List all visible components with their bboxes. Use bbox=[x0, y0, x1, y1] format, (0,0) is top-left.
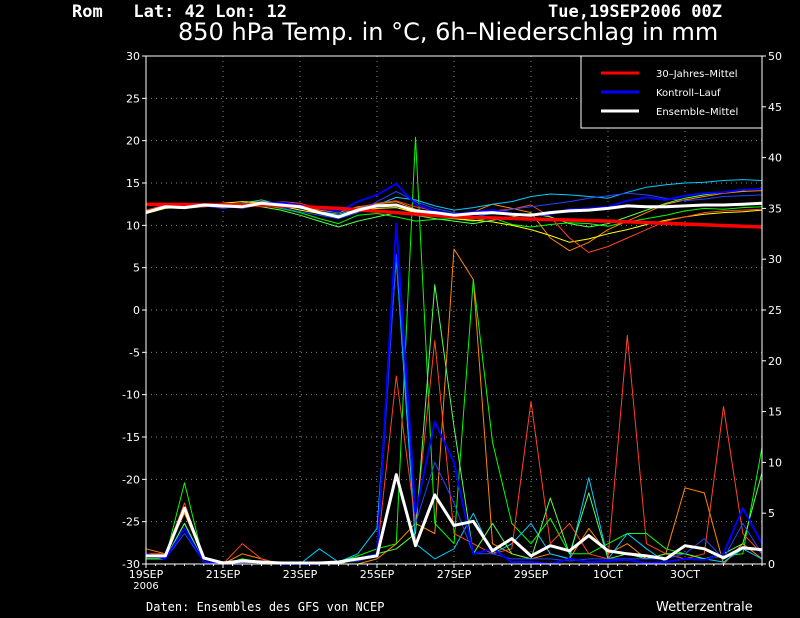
location-label: Rom Lat: 42 Lon: 12 bbox=[72, 2, 287, 22]
precip-member-6 bbox=[145, 253, 763, 565]
precip-mean-line bbox=[146, 473, 763, 565]
grid bbox=[146, 56, 762, 564]
x-tick-label: 3OCT bbox=[670, 568, 700, 581]
x-tick-label: 25SEP bbox=[360, 568, 395, 581]
x-tick-label: 19SEP bbox=[129, 568, 164, 581]
x-tick-sublabel: 2006 bbox=[133, 581, 158, 592]
y-left-tick-label: -5 bbox=[129, 346, 140, 359]
y-right-tick-label: 0 bbox=[768, 558, 775, 571]
x-tick-label: 21SEP bbox=[206, 568, 241, 581]
temp-mean-line bbox=[145, 201, 763, 219]
y-left-tick-label: 10 bbox=[126, 219, 140, 232]
x-tick-label: 29SEP bbox=[514, 568, 549, 581]
y-right-tick-label: 30 bbox=[768, 253, 782, 266]
x-tick-label: 23SEP bbox=[283, 568, 318, 581]
x-tick-label: 27SEP bbox=[437, 568, 472, 581]
y-left-tick-label: -15 bbox=[122, 431, 140, 444]
y-right-tick-label: 10 bbox=[768, 456, 782, 469]
y-right-tick-label: 20 bbox=[768, 355, 782, 368]
y-right-tick-label: 45 bbox=[768, 101, 782, 114]
y-right-tick-label: 40 bbox=[768, 152, 782, 165]
brand-label: Wetterzentrale bbox=[656, 600, 753, 615]
series-layer bbox=[145, 136, 763, 565]
y-left-tick-label: -10 bbox=[122, 389, 140, 402]
x-tick-label: 1OCT bbox=[593, 568, 623, 581]
chart-title: 850 hPa Temp. in °C, 6h–Niederschlag in … bbox=[178, 18, 719, 46]
legend-label: Kontroll–Lauf bbox=[656, 88, 721, 99]
ensemble-chart: -30 -25 -20 -15 -10 -5 0 5 10 15 20 25 30 0 5 10 15 20 25 3… bbox=[122, 50, 782, 592]
y-right-tick-label: 50 bbox=[768, 50, 782, 63]
y-right-tick-label: 5 bbox=[768, 507, 775, 520]
y-left-tick-label: -20 bbox=[122, 473, 140, 486]
y-left-tick-label: 20 bbox=[126, 135, 140, 148]
y-left-tick-label: 25 bbox=[126, 92, 140, 105]
y-right-tick-label: 35 bbox=[768, 202, 782, 215]
data-credit: Daten: Ensembles des GFS von NCEP bbox=[146, 600, 385, 614]
axis-ticks: -30 -25 -20 -15 -10 -5 0 5 10 15 20 25 30 0 5 10 15 20 25 3… bbox=[122, 50, 782, 592]
legend-label: Ensemble–Mittel bbox=[656, 107, 738, 118]
legend-label: 30–Jahres–Mittel bbox=[656, 69, 738, 80]
run-date-label: Tue,19SEP2006 00Z bbox=[548, 2, 722, 22]
plot-frame bbox=[145, 55, 763, 565]
precip-control-line bbox=[145, 222, 763, 565]
y-left-tick-label: 15 bbox=[126, 177, 140, 190]
y-left-tick-label: -25 bbox=[122, 516, 140, 529]
y-left-tick-label: 5 bbox=[133, 262, 140, 275]
y-left-tick-label: 0 bbox=[133, 304, 140, 317]
y-left-tick-label: 30 bbox=[126, 50, 140, 63]
y-left-tick-label: -30 bbox=[122, 558, 140, 571]
legend: 30–Jahres–Mittel Kontroll–Lauf Ensemble–Mi… bbox=[580, 55, 763, 129]
temp-climate-line bbox=[145, 202, 763, 229]
y-right-tick-label: 15 bbox=[768, 406, 782, 419]
precip-member-4 bbox=[146, 334, 763, 565]
y-right-tick-label: 25 bbox=[768, 304, 782, 317]
